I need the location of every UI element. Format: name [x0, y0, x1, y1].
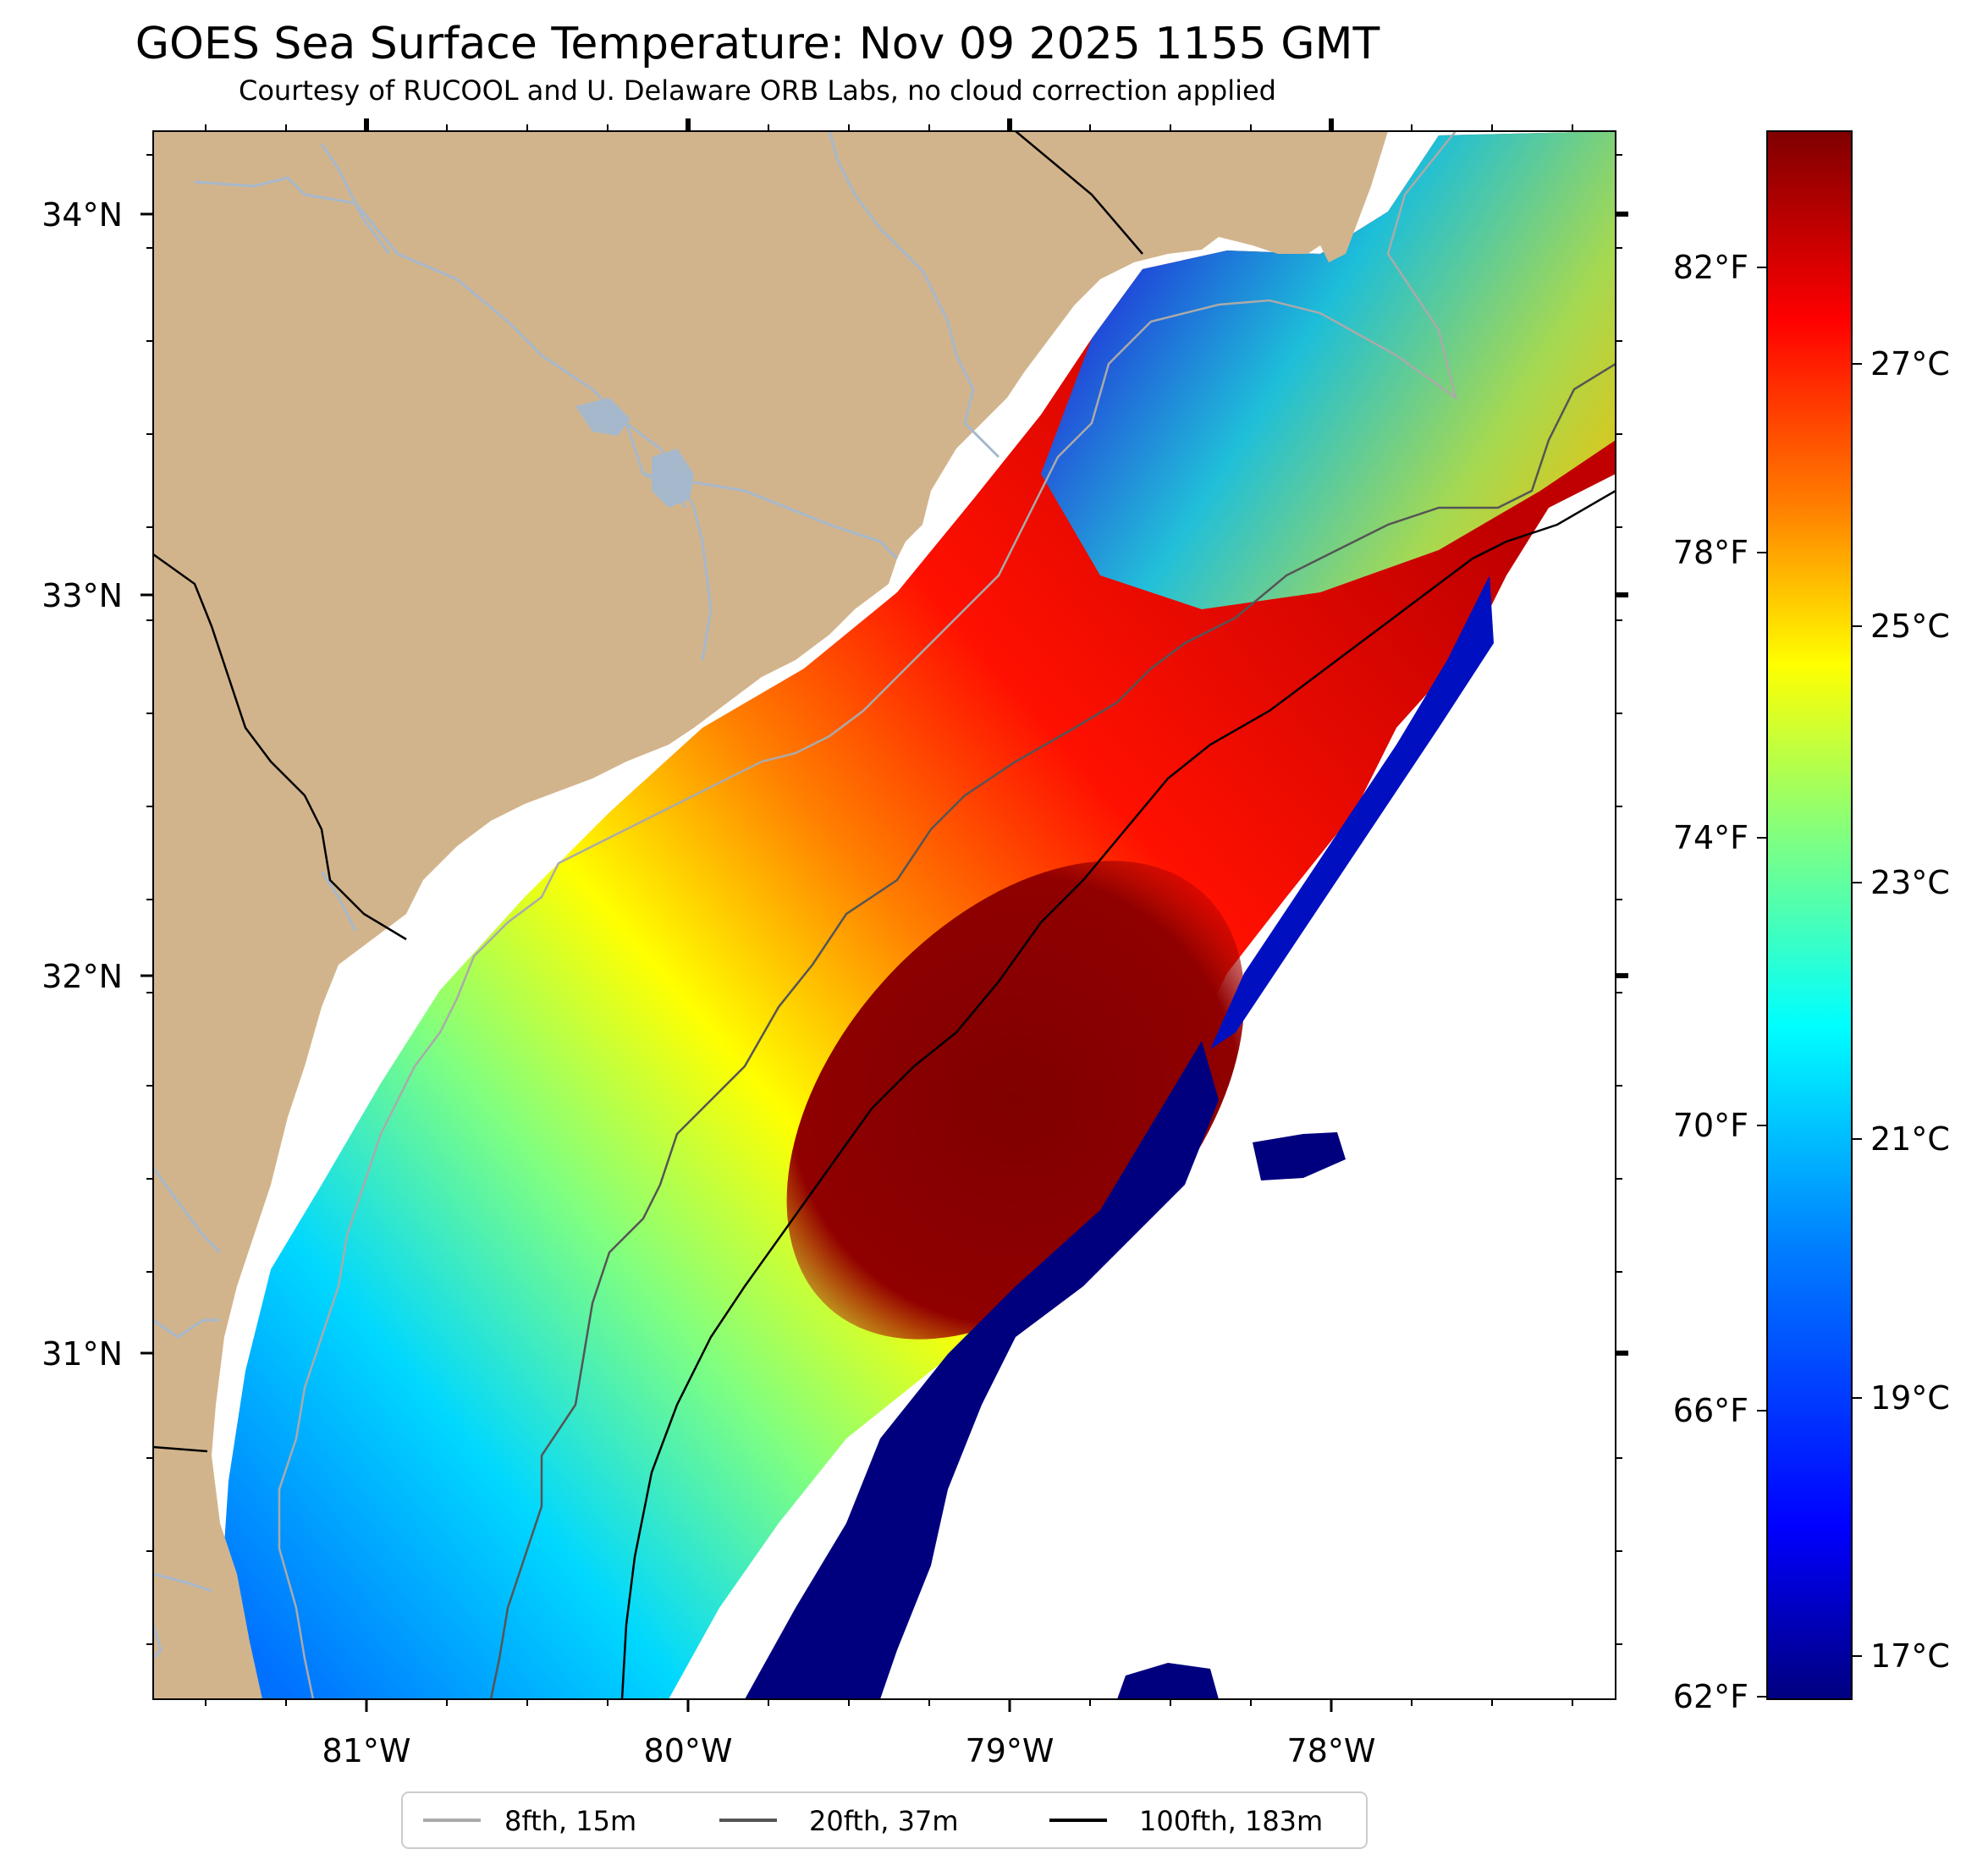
colorbar-f-70: 70°F: [1673, 1107, 1748, 1144]
contour-100fth: [620, 489, 1616, 1699]
cold-water-offshore-blob: [1253, 1132, 1346, 1180]
rivers: [153, 131, 1000, 1660]
colorbar-f-62: 62°F: [1673, 1678, 1748, 1715]
map-panel: [153, 131, 1616, 1699]
lon-label-79: 79°W: [966, 1732, 1055, 1769]
legend-box: [401, 1791, 1368, 1849]
colorbar-f-74: 74°F: [1673, 819, 1748, 856]
lon-label-80: 80°W: [644, 1732, 733, 1769]
colorbar-ticks: [1757, 267, 1862, 1698]
legend-label-8fth: 8fth, 15m: [504, 1805, 636, 1837]
legend: 8fth, 15m 20fth, 37m 100fth, 183m: [401, 1791, 1368, 1849]
map-frame: [152, 130, 1616, 1700]
colorbar-c-27: 27°C: [1870, 345, 1950, 382]
lon-label-78: 78°W: [1287, 1732, 1376, 1769]
sst-field-north: [1041, 131, 1616, 609]
legend-label-100fth: 100fth, 183m: [1139, 1805, 1323, 1837]
cold-water-patch: [745, 1041, 1219, 1699]
colorbar-c-21: 21°C: [1870, 1120, 1950, 1158]
legend-label-20fth: 20fth, 37m: [809, 1805, 958, 1837]
lat-label-34: 34°N: [41, 196, 123, 234]
lat-label-31: 31°N: [41, 1335, 123, 1373]
lake-moultrie: [575, 398, 631, 436]
land-mass: [153, 131, 1388, 1699]
lat-label-32: 32°N: [41, 958, 123, 995]
colorbar-c-19: 19°C: [1870, 1379, 1950, 1417]
colorbar-c-17: 17°C: [1870, 1637, 1950, 1675]
map-subtitle: Courtesy of RUCOOL and U. Delaware ORB L…: [239, 74, 1276, 107]
contour-20fth: [489, 362, 1616, 1699]
colorbar-c-23: 23°C: [1870, 864, 1950, 901]
lon-label-81: 81°W: [322, 1732, 411, 1769]
lake-marion: [652, 448, 694, 508]
colorbar-f-66: 66°F: [1673, 1392, 1748, 1429]
colorbar-c-25: 25°C: [1870, 608, 1950, 645]
contour-8fth: [278, 131, 1458, 1699]
cold-water-offshore-blob: [1117, 1663, 1219, 1699]
lat-label-33: 33°N: [41, 577, 123, 614]
state-borders: [153, 131, 1143, 1453]
cold-water-strip: [1210, 575, 1494, 1049]
axis-ticks: [140, 118, 1628, 1712]
colorbar-f-82: 82°F: [1673, 249, 1748, 286]
colorbar: [1766, 130, 1853, 1700]
map-title: GOES Sea Surface Temperature: Nov 09 202…: [135, 19, 1380, 69]
colorbar-f-78: 78°F: [1673, 534, 1748, 571]
